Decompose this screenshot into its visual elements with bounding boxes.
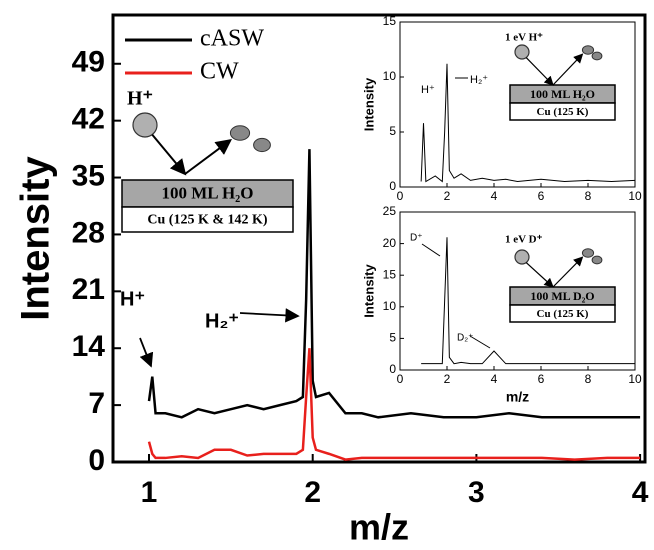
x-tick-label: 2	[304, 476, 321, 509]
x-tick-label: 0	[397, 372, 404, 386]
label-box	[121, 206, 294, 233]
x-tick-label: 6	[538, 189, 545, 203]
x-tick-label: 10	[628, 189, 642, 203]
x-axis-label: m/z	[349, 507, 409, 548]
y-tick-label: 10	[383, 299, 397, 313]
annotation: 1 eV D⁺	[505, 234, 543, 246]
y-axis-label: Intensity	[14, 156, 58, 321]
annotation: Cu (125 K & 142 K)	[147, 213, 268, 228]
annotation-line	[469, 335, 491, 349]
impact-arrow	[525, 262, 554, 288]
ejection-arrow	[552, 53, 584, 86]
y-tick-label: 10	[383, 69, 397, 83]
y-axis-label: Intensity	[361, 77, 376, 131]
fragment	[591, 51, 603, 61]
y-tick-label: 21	[72, 273, 105, 306]
x-tick-label: 3	[468, 476, 485, 509]
fragment	[581, 248, 595, 258]
annotation: H₂⁺	[470, 74, 488, 86]
y-tick-label: 5	[389, 331, 396, 345]
y-tick-label: 15	[383, 14, 397, 28]
y-tick-label: 7	[88, 387, 105, 420]
x-tick-label: 8	[585, 372, 592, 386]
annotation: 1 eV H⁺	[505, 32, 543, 44]
ejection-arrow	[184, 139, 233, 175]
y-tick-label: 14	[72, 330, 106, 363]
x-tick-label: 4	[491, 372, 498, 386]
series-line	[147, 348, 641, 461]
annotation: 100 ML H₂O	[162, 183, 254, 202]
y-tick-label: 0	[389, 179, 396, 193]
ejection-arrow	[552, 256, 584, 288]
annotation: H⁺	[120, 288, 145, 310]
annotation: D⁺	[410, 233, 423, 244]
annotation: 100 ML D₂O	[530, 289, 594, 303]
plot-frame	[111, 13, 647, 464]
annotation: H⁺	[127, 88, 153, 110]
legend-label: CW	[200, 59, 239, 85]
x-axis-label: m/z	[506, 389, 529, 405]
series-line	[147, 149, 641, 419]
label-box	[509, 304, 616, 323]
annotation: D₂⁺	[457, 333, 473, 344]
y-tick-label: 0	[88, 444, 105, 477]
y-tick-label: 5	[389, 124, 396, 138]
annotation-arrow	[239, 308, 300, 323]
ion	[132, 112, 158, 138]
x-tick-label: 2	[444, 372, 451, 386]
x-tick-label: 2	[444, 189, 451, 203]
x-tick-label: 4	[632, 476, 649, 509]
impact-arrow	[151, 133, 187, 176]
y-tick-label: 35	[72, 159, 105, 192]
y-tick-label: 25	[383, 204, 397, 218]
impact-arrow	[525, 57, 554, 86]
fragment	[591, 255, 603, 265]
y-axis-label: Intensity	[361, 264, 376, 318]
fragment	[253, 137, 271, 153]
series-line	[421, 237, 635, 365]
annotation: H⁺	[421, 84, 435, 96]
fragment	[229, 125, 251, 141]
y-tick-label: 0	[389, 362, 396, 376]
annotation: 100 ML H₂O	[530, 87, 595, 101]
ion	[514, 249, 530, 265]
annotation: Cu (125 K)	[537, 106, 589, 118]
x-tick-label: 4	[491, 189, 498, 203]
y-tick-label: 20	[383, 236, 397, 250]
annotation-arrow	[139, 337, 154, 368]
series-line	[420, 63, 636, 183]
x-tick-label: 10	[628, 372, 642, 386]
y-tick-label: 15	[383, 267, 397, 281]
annotation: H₂⁺	[205, 310, 239, 332]
y-tick-label: 42	[72, 103, 105, 136]
fragment	[581, 45, 595, 55]
y-tick-label: 28	[72, 216, 105, 249]
annotation: Cu (125 K)	[537, 308, 589, 320]
x-tick-label: 0	[397, 189, 404, 203]
annotation-line	[421, 243, 441, 257]
label-box	[509, 102, 616, 121]
x-tick-label: 6	[538, 372, 545, 386]
x-tick-label: 8	[585, 189, 592, 203]
x-tick-label: 1	[141, 476, 158, 509]
ion	[514, 44, 530, 60]
y-tick-label: 49	[72, 46, 105, 79]
legend-label: cASW	[200, 26, 264, 52]
